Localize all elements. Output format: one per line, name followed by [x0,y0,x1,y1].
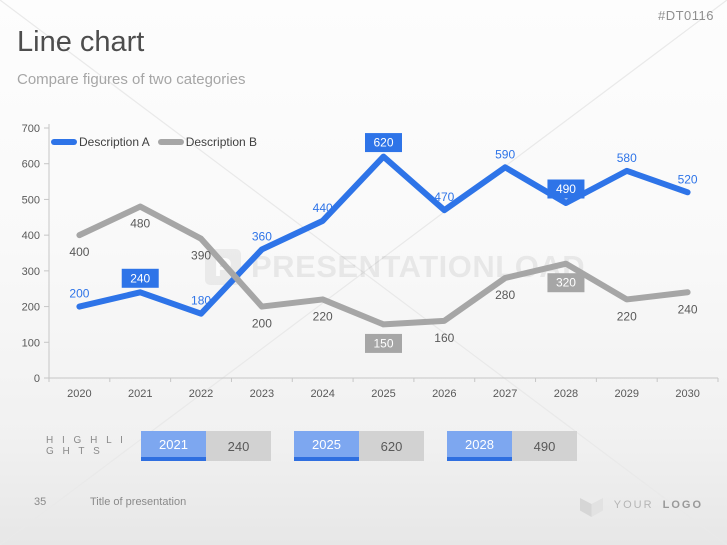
data-label-boxed: 150 [373,336,393,350]
data-label: 160 [434,331,454,345]
data-label: 220 [313,309,333,323]
cube-logo-icon [579,492,603,517]
y-axis-tick-label: 700 [22,123,40,135]
data-label: 180 [191,294,211,308]
your-logo-text-bold: LOGO [662,498,703,511]
page-subtitle: Compare figures of two categories [17,71,246,88]
watermark-text: PRESENTATIONLOAD [251,249,586,284]
x-axis-category-label: 2020 [67,388,91,400]
data-label: 520 [678,172,698,186]
highlight-item: 2021 240 [141,431,271,461]
data-label-box [121,268,159,288]
footer-presentation-title: Title of presentation [90,496,187,508]
highlight-item: 2025 620 [294,431,424,461]
y-axis-tick-label: 600 [22,159,40,171]
x-axis-category-label: 2029 [615,388,639,400]
data-label: 440 [313,201,333,215]
x-axis-category-label: 2028 [554,388,578,400]
x-axis-category-label: 2025 [371,388,395,400]
y-axis-tick-label: 100 [22,337,40,349]
page-number: 35 [34,496,47,508]
data-label-boxed: 620 [373,136,393,150]
data-label: 390 [191,249,211,263]
data-label: 480 [130,217,150,231]
your-logo-text: YOUR LOGO [614,499,703,511]
data-label-boxed: 320 [556,276,576,290]
highlight-item: 2028 490 [447,431,577,461]
highlight-value: 240 [206,431,271,461]
data-label-box [547,273,585,293]
data-label-box [547,179,585,199]
legend-label-series-a: Description A [79,135,150,149]
data-label-boxed: 490 [556,182,576,196]
highlight-year: 2028 [447,431,512,461]
legend-marker-series-a [51,139,77,145]
y-axis-tick-label: 0 [34,373,40,385]
series-line-a [76,153,691,317]
y-axis-tick-label: 200 [22,302,40,314]
x-axis-category-label: 2023 [250,388,274,400]
y-axis-tick-label: 400 [22,230,40,242]
data-label-boxed: 240 [130,271,150,285]
x-axis-category-label: 2024 [310,388,334,400]
data-label-box [365,333,402,353]
y-axis-tick-label: 300 [22,266,40,278]
footer-logo: YOUR LOGO [579,492,703,517]
legend-marker-series-b [157,139,184,145]
data-label: 590 [495,147,515,161]
highlight-value: 620 [359,431,424,461]
series-line-b [76,203,691,328]
x-axis-category-label: 2026 [432,388,456,400]
x-axis-category-label: 2021 [128,388,152,400]
data-label: 470 [434,190,454,204]
legend-label-series-b: Description B [185,135,258,149]
chart-legend: Description A Description B [51,135,265,149]
data-label: 360 [252,229,272,243]
data-label: 580 [617,151,637,165]
your-logo-text-light: YOUR [613,498,654,511]
data-label: 200 [252,317,272,331]
data-label-box [365,133,402,153]
data-label: 280 [495,288,515,302]
highlight-year: 2025 [294,431,359,461]
y-axis-tick-label: 500 [22,194,40,206]
x-axis-category-label: 2027 [493,388,517,400]
highlights-label: H I G H L I G H T S [46,435,126,457]
highlight-value: 490 [512,431,577,461]
data-label: 240 [678,302,698,316]
template-code: #DT0116 [657,8,714,23]
x-axis-category-label: 2030 [675,388,699,400]
x-axis-category-label: 2022 [189,388,213,400]
highlights-section: H I G H L I G H T S 2021 240 2025 620 20… [46,431,600,461]
page-title: Line chart [17,26,145,58]
data-label: 200 [69,287,89,301]
data-label: 400 [69,245,89,259]
highlight-year: 2021 [141,431,206,461]
data-label: 220 [617,309,637,323]
